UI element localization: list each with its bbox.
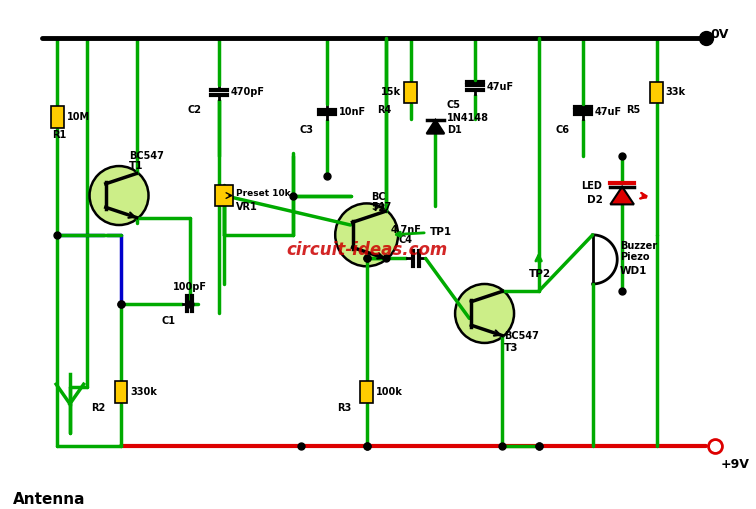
Text: 470pF: 470pF <box>231 88 265 97</box>
Text: 4.7nF: 4.7nF <box>391 225 421 235</box>
Text: Piezo: Piezo <box>620 252 649 263</box>
FancyBboxPatch shape <box>361 381 373 403</box>
Text: circuit-ideas.com: circuit-ideas.com <box>286 241 448 259</box>
Text: 33k: 33k <box>666 88 686 97</box>
Text: C2: C2 <box>187 105 202 115</box>
Text: VR1: VR1 <box>236 203 258 212</box>
Text: 47uF: 47uF <box>595 107 621 117</box>
Text: 10M: 10M <box>67 112 90 122</box>
Text: T1: T1 <box>129 161 144 171</box>
Text: R2: R2 <box>91 403 105 413</box>
Circle shape <box>335 204 398 266</box>
Text: D2: D2 <box>587 195 603 206</box>
Text: BC547: BC547 <box>129 151 164 161</box>
Text: R1: R1 <box>52 130 67 139</box>
Text: R4: R4 <box>377 105 391 115</box>
Polygon shape <box>426 120 445 134</box>
FancyBboxPatch shape <box>215 185 233 206</box>
Text: BC
547: BC 547 <box>371 191 392 212</box>
FancyBboxPatch shape <box>650 81 663 103</box>
Text: D1: D1 <box>448 125 462 135</box>
FancyBboxPatch shape <box>115 381 127 403</box>
Text: 47uF: 47uF <box>487 82 513 93</box>
Text: 1N4148: 1N4148 <box>448 113 489 123</box>
Text: WD1: WD1 <box>620 266 648 276</box>
Text: Preset 10k: Preset 10k <box>236 189 290 198</box>
Text: 100pF: 100pF <box>173 282 207 292</box>
Text: TP1: TP1 <box>396 227 452 237</box>
Text: LED: LED <box>581 181 603 191</box>
Text: C5: C5 <box>447 100 461 110</box>
Text: 100k: 100k <box>376 387 403 397</box>
FancyBboxPatch shape <box>404 81 417 103</box>
Text: 0V: 0V <box>711 29 729 42</box>
Circle shape <box>89 166 148 225</box>
Text: C1: C1 <box>161 316 175 326</box>
Text: 330k: 330k <box>130 387 157 397</box>
Text: T2: T2 <box>371 204 386 213</box>
Text: +9V: +9V <box>720 458 749 471</box>
Text: Antenna: Antenna <box>13 492 85 507</box>
Text: C6: C6 <box>555 125 569 135</box>
Text: Buzzer: Buzzer <box>620 241 657 250</box>
Text: R5: R5 <box>627 105 641 115</box>
Text: R3: R3 <box>336 403 351 413</box>
Text: 10nF: 10nF <box>339 107 366 117</box>
FancyBboxPatch shape <box>51 106 64 128</box>
Text: C4: C4 <box>399 235 413 245</box>
Text: C3: C3 <box>299 125 314 135</box>
Text: 15k: 15k <box>382 88 401 97</box>
Text: BC547: BC547 <box>504 331 539 341</box>
Text: TP2: TP2 <box>528 269 551 279</box>
Circle shape <box>455 284 514 343</box>
Text: T3: T3 <box>504 343 519 353</box>
Polygon shape <box>610 187 634 205</box>
